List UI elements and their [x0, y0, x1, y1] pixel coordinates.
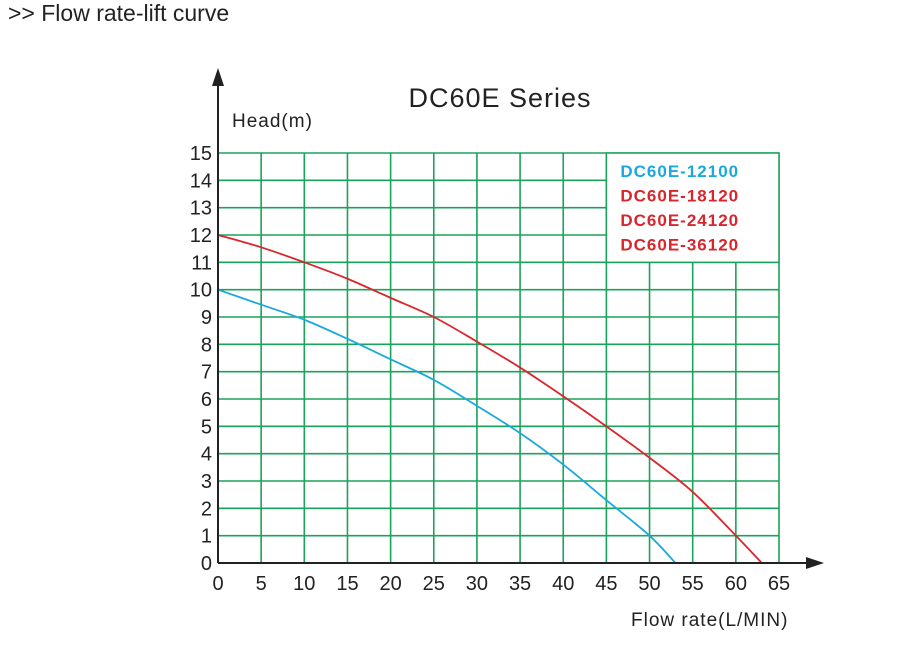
x-tick-label: 50 — [638, 573, 660, 595]
y-tick-label: 7 — [201, 362, 212, 384]
y-tick-label: 2 — [201, 498, 212, 520]
x-tick-label: 0 — [212, 573, 223, 595]
series-line-0 — [217, 288, 677, 564]
legend-entry: DC60E-36120 — [620, 236, 739, 255]
y-tick-label: 9 — [201, 307, 212, 329]
x-tick-label: 45 — [595, 573, 617, 595]
x-axis-arrow-icon — [806, 557, 824, 569]
y-tick-label: 10 — [190, 280, 212, 302]
x-tick-label: 60 — [725, 573, 747, 595]
legend-entry: DC60E-12100 — [620, 162, 739, 181]
y-tick-label: 4 — [201, 444, 212, 466]
legend-box — [605, 152, 780, 264]
y-tick-label: 3 — [201, 471, 212, 493]
chart-title: DC60E Series — [408, 83, 591, 113]
y-tick-label: 5 — [201, 416, 212, 438]
series-line-1 — [217, 234, 763, 564]
section-header: >> Flow rate-lift curve — [8, 0, 230, 26]
x-tick-label: 55 — [682, 573, 704, 595]
y-tick-label: 13 — [190, 198, 212, 220]
x-tick-label: 20 — [379, 573, 401, 595]
y-axis-label: Head(m) — [232, 111, 313, 132]
legend-entry: DC60E-18120 — [620, 187, 739, 206]
series-lines — [217, 234, 763, 564]
axes — [212, 68, 824, 569]
x-axis-label: Flow rate(L/MIN) — [631, 610, 788, 631]
y-tick-label: 0 — [201, 553, 212, 575]
x-tick-label: 65 — [768, 573, 790, 595]
x-tick-label: 40 — [552, 573, 574, 595]
x-tick-label: 35 — [509, 573, 531, 595]
y-axis-arrow-icon — [212, 68, 224, 86]
x-tick-label: 15 — [336, 573, 358, 595]
x-tick-labels: 0 5 10 15 20 25 30 35 40 45 50 55 60 65 — [212, 573, 790, 595]
legend-entry: DC60E-24120 — [620, 211, 739, 230]
x-tick-label: 30 — [466, 573, 488, 595]
y-tick-label: 14 — [190, 170, 212, 192]
y-tick-label: 12 — [190, 225, 212, 247]
y-tick-label: 15 — [190, 143, 212, 165]
y-tick-label: 8 — [201, 334, 212, 356]
x-tick-label: 25 — [423, 573, 445, 595]
y-tick-label: 11 — [191, 252, 212, 274]
y-tick-label: 6 — [201, 389, 212, 411]
x-tick-label: 10 — [293, 573, 315, 595]
x-tick-label: 5 — [256, 573, 267, 595]
legend: DC60E-12100 DC60E-18120 DC60E-24120 DC60E-3… — [620, 162, 739, 255]
y-tick-label: 1 — [201, 526, 212, 548]
